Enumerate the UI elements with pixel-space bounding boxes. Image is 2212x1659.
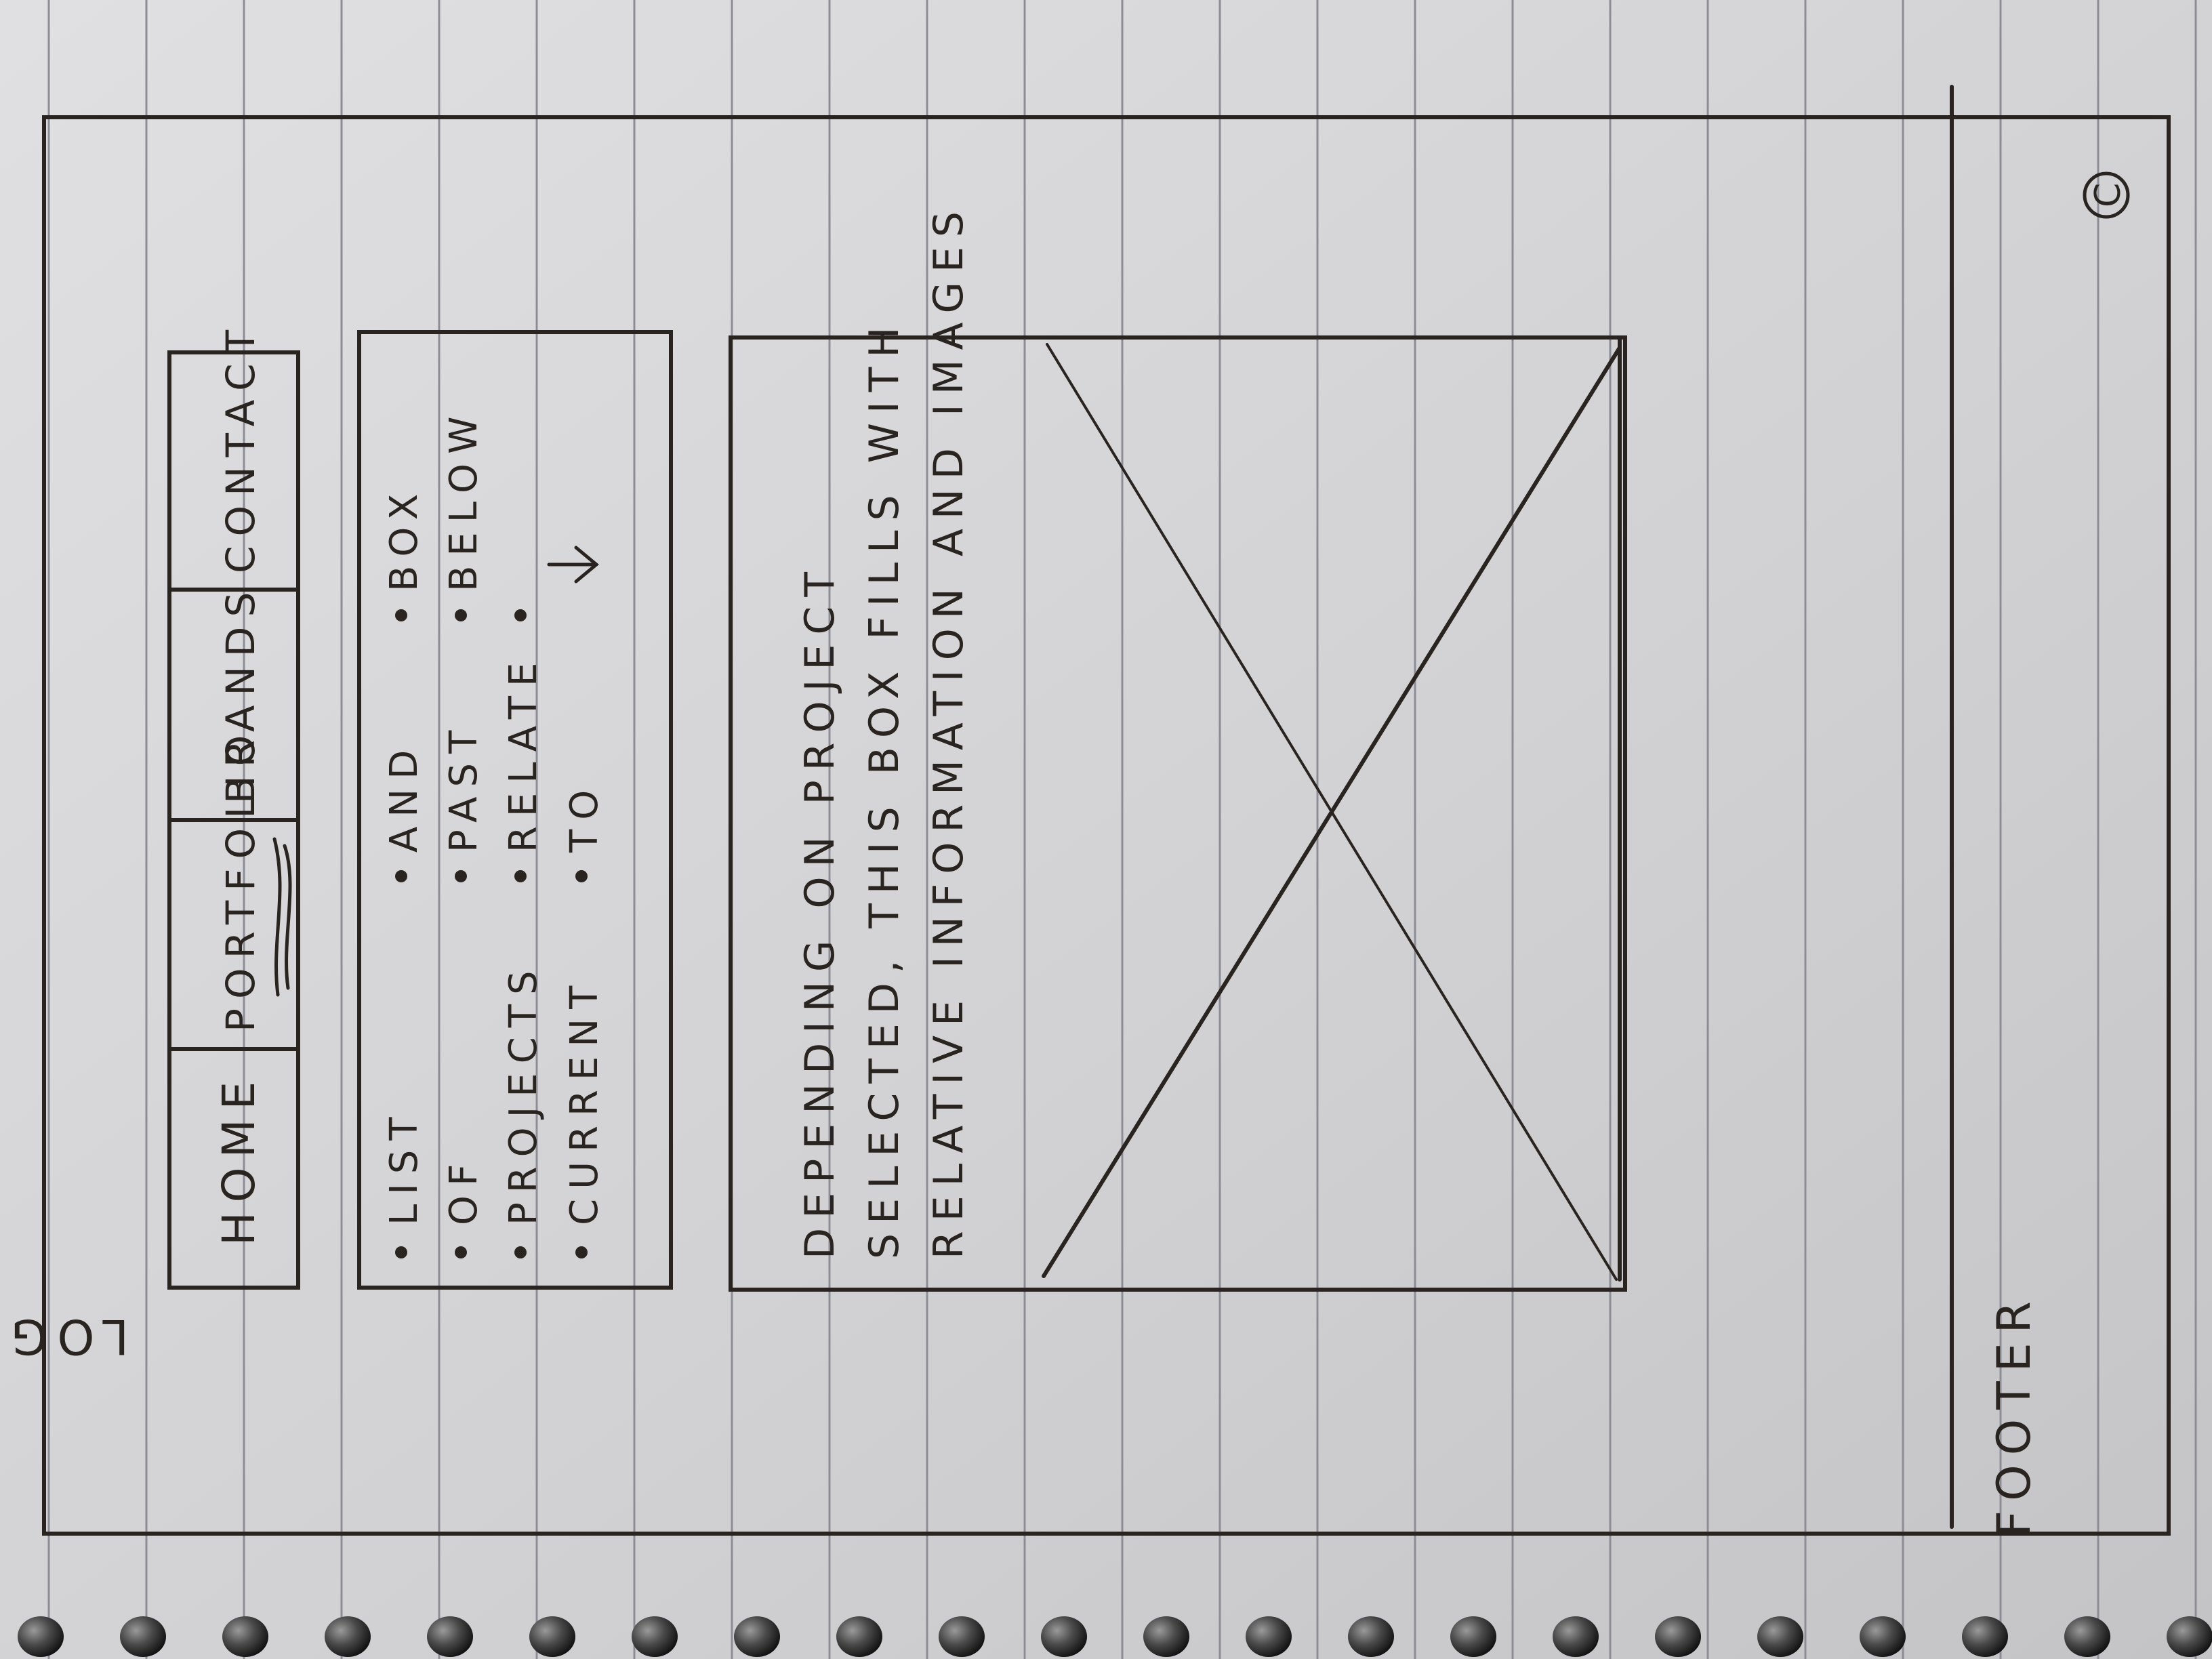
content-description-line: RELATIVE INFORMATION AND IMAGES <box>925 202 972 1259</box>
portfolio-active-underline <box>272 837 292 997</box>
spiral-binding <box>18 1616 2212 1657</box>
nav-item-brands-label[interactable]: BRANDS <box>218 583 264 804</box>
nav-item-contact-label[interactable]: CONTACT <box>218 321 264 573</box>
bullet-icon <box>575 1246 588 1258</box>
list-item: TO <box>562 781 607 853</box>
bullet-icon <box>455 1246 467 1258</box>
content-description-line: DEPENDING ON PROJECT <box>796 562 844 1259</box>
list-item: PAST <box>442 721 486 853</box>
list-item: PROJECTS <box>501 961 546 1225</box>
project-list-box <box>357 330 673 1290</box>
page-frame <box>42 115 2171 1536</box>
list-item: RELATE <box>501 653 546 853</box>
bullet-icon <box>395 1246 407 1258</box>
list-item: BOX <box>382 485 426 592</box>
list-item: LIST <box>382 1108 426 1225</box>
list-item: CURRENT <box>562 977 607 1225</box>
bullet-icon <box>395 870 407 882</box>
list-item: BELOW <box>442 407 486 592</box>
copyright-icon: C <box>2083 171 2130 219</box>
nav-item-home-label[interactable]: HOME <box>213 1072 265 1246</box>
bullet-icon <box>395 609 407 621</box>
bullet-icon <box>514 1246 527 1258</box>
svg-text:C: C <box>2088 183 2129 207</box>
nav-bar <box>167 350 300 1290</box>
content-description-line: SELECTED, THIS BOX FILLS WITH <box>861 318 908 1259</box>
list-item: OF <box>442 1155 486 1225</box>
bullet-icon <box>455 609 467 621</box>
logo-text: LOGO <box>0 1309 129 1364</box>
bullet-icon <box>514 870 527 882</box>
bullet-icon <box>514 609 527 621</box>
bullet-icon <box>575 870 588 882</box>
bullet-icon <box>455 870 467 882</box>
image-placeholder <box>1042 335 1625 1282</box>
list-item: AND <box>382 741 426 853</box>
footer-label: FOOTER <box>1988 1292 2041 1537</box>
ruled-lines <box>47 0 2197 1659</box>
nav-item-portfolio-label[interactable]: PORTFOLIO <box>218 726 264 1032</box>
project-list <box>395 609 588 1258</box>
arrow-down-icon <box>547 546 599 583</box>
wireframe-sketch: LOGO HOME PORTFOLIO BRANDS CONTACT <box>0 85 2171 1537</box>
